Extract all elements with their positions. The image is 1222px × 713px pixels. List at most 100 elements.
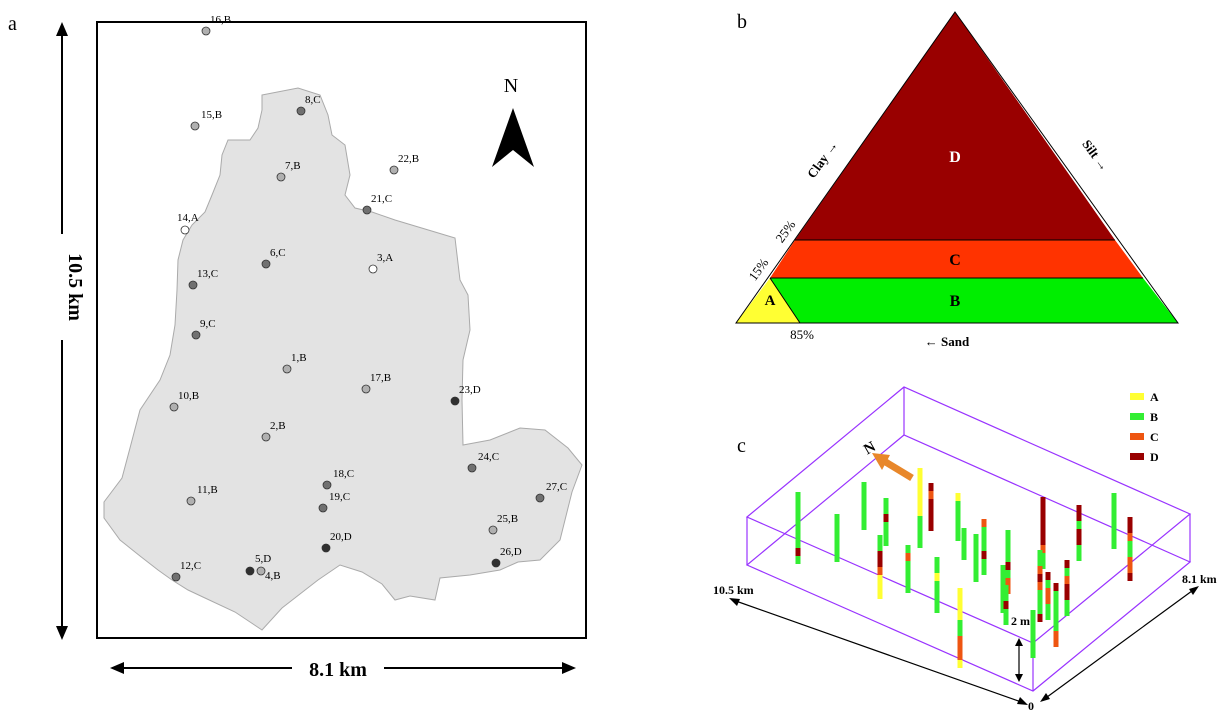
borehole-segment [883, 538, 889, 546]
legend-swatch-a [1130, 393, 1144, 400]
borehole-segment [877, 583, 883, 591]
borehole-segment [1003, 585, 1009, 593]
borehole-segment [928, 507, 934, 515]
borehole-segment [1111, 493, 1117, 501]
borehole-segment [1127, 517, 1133, 525]
borehole-segment [795, 508, 801, 516]
borehole-segment [981, 567, 987, 575]
sample-point-label: 10,B [178, 390, 199, 402]
sample-point-label: 5,D [255, 553, 271, 565]
borehole-segment [905, 561, 911, 569]
borehole-segment [1076, 545, 1082, 553]
sample-point-label: 26,D [500, 546, 522, 558]
height-label: 10.5 km [64, 253, 86, 321]
pct-15-label: 15% [745, 255, 771, 283]
borehole-segment [1076, 529, 1082, 537]
borehole-segment [1076, 537, 1082, 545]
borehole-segment [1005, 570, 1011, 578]
borehole-segment [834, 546, 840, 554]
borehole-segment [1030, 618, 1036, 626]
borehole-segment [1037, 566, 1043, 574]
sample-point-label: 8,C [305, 94, 321, 106]
silt-axis-label: Silt → [1079, 137, 1112, 174]
borehole-segment [917, 516, 923, 524]
borehole-segment [934, 589, 940, 597]
legend-swatch-c [1130, 433, 1144, 440]
borehole-segment [1037, 550, 1043, 558]
borehole-segment [981, 519, 987, 527]
borehole-segment [917, 468, 923, 476]
borehole-segment [961, 536, 967, 544]
zone-c [770, 240, 1143, 278]
borehole-segment [1045, 580, 1051, 588]
borehole-segment [861, 514, 867, 522]
borehole-segment [917, 476, 923, 484]
width-arrow: 8.1 km [110, 659, 576, 681]
zone-b [770, 278, 1178, 323]
north-direction-arrow-icon: N [861, 439, 914, 481]
sample-point-marker [171, 572, 181, 582]
borehole-segment [981, 543, 987, 551]
borehole-segment [973, 574, 979, 582]
borehole-segment [1053, 623, 1059, 631]
borehole-segment [877, 591, 883, 599]
sample-point-marker [389, 165, 399, 175]
borehole-segment [934, 565, 940, 573]
borehole-segment [905, 585, 911, 593]
legend-swatch-d [1130, 453, 1144, 460]
borehole-segment [1111, 533, 1117, 541]
borehole-segment [1076, 505, 1082, 513]
borehole-segment [955, 509, 961, 517]
legend-label-c: C [1150, 430, 1159, 444]
borehole-segment [917, 484, 923, 492]
height-arrow: 10.5 km [56, 22, 86, 640]
sample-point-marker [191, 330, 201, 340]
borehole-segment [917, 524, 923, 532]
borehole-segment [905, 553, 911, 561]
borehole-segment [928, 515, 934, 523]
borehole-segment [861, 498, 867, 506]
panel-a-map: a 10.5 km 8.1 km N 16,B 8,C 15,B 22,B 7,B 21,… [8, 13, 587, 681]
borehole-segment [861, 482, 867, 490]
borehole-segment [1064, 600, 1070, 608]
zone-a [736, 278, 800, 323]
panel-b-letter: b [737, 11, 747, 33]
borehole-segment [934, 605, 940, 613]
sample-point-label: 3,A [377, 252, 393, 264]
borehole-segment [1037, 606, 1043, 614]
borehole-segment [955, 493, 961, 501]
borehole-segment [1053, 631, 1059, 639]
borehole-segment [1003, 609, 1009, 617]
borehole-segment [957, 612, 963, 620]
borehole-segment [834, 530, 840, 538]
borehole-segment [1064, 608, 1070, 616]
borehole-segment [1111, 517, 1117, 525]
sample-point-label: 7,B [285, 160, 301, 172]
borehole-segment [877, 567, 883, 575]
sample-point-label: 14,A [177, 212, 199, 224]
borehole-segment [1064, 576, 1070, 584]
borehole-segment [1005, 538, 1011, 546]
borehole-segment [973, 550, 979, 558]
borehole-segment [1000, 589, 1006, 597]
borehole-segment [1040, 497, 1046, 505]
borehole-segment [1076, 513, 1082, 521]
borehole-segment [1045, 596, 1051, 604]
borehole-segment [1037, 614, 1043, 622]
zone-d-label: D [949, 149, 961, 166]
borehole-segment [955, 533, 961, 541]
panel-c-letter: c [737, 435, 746, 457]
borehole-segment [795, 556, 801, 564]
legend-label-b: B [1150, 410, 1158, 424]
sample-point-label: 4,B [265, 570, 281, 582]
borehole-segment [973, 542, 979, 550]
north-arrow-icon: N [492, 75, 534, 167]
borehole-segment [1000, 581, 1006, 589]
sample-point-marker [188, 280, 198, 290]
borehole-segment [834, 514, 840, 522]
borehole-segment [1040, 529, 1046, 537]
borehole-segment [1040, 553, 1046, 561]
borehole-segment [1037, 590, 1043, 598]
borehole-segment [877, 559, 883, 567]
